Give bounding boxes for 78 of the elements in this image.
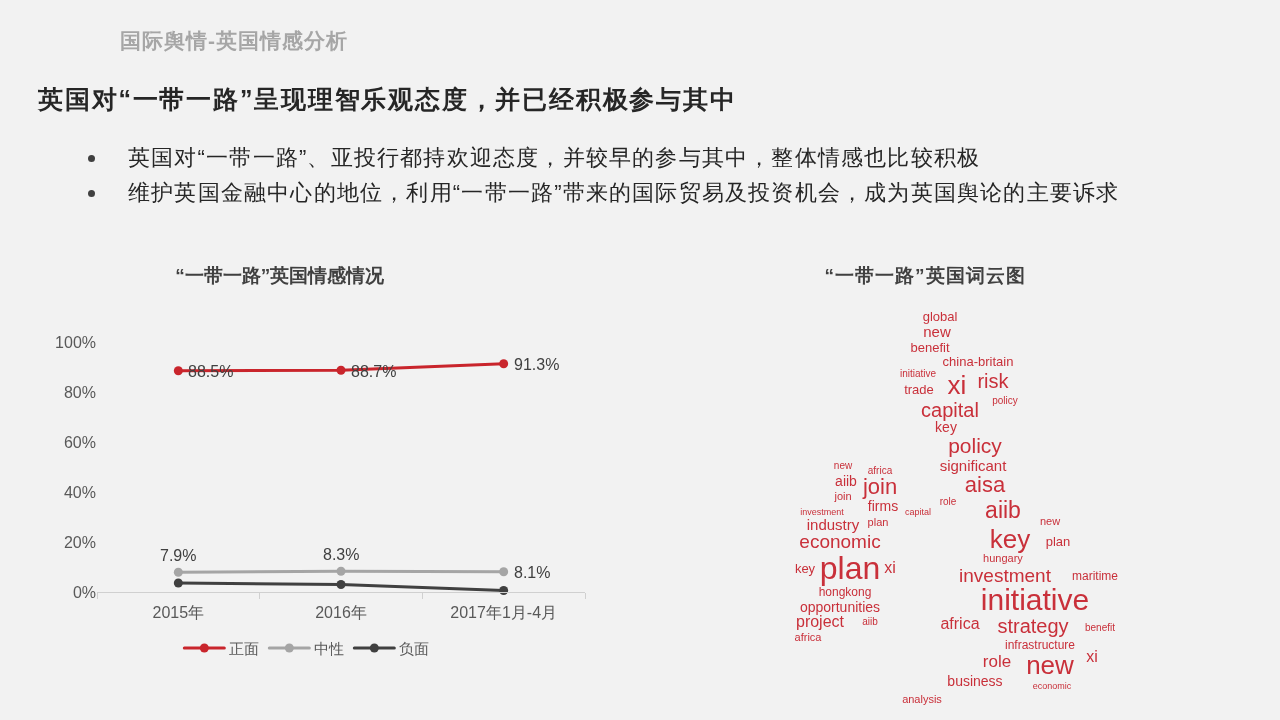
text: industry bbox=[806, 515, 860, 533]
text: initiative bbox=[980, 583, 1090, 616]
point bbox=[173, 567, 183, 577]
text: key bbox=[794, 560, 816, 576]
text: key bbox=[989, 524, 1031, 554]
point bbox=[336, 566, 346, 576]
text: 英国对“一带一路”、亚投行都持欢迎态度，并较早的参与其中，整体情感也比较积极 bbox=[128, 145, 981, 170]
text: analysis bbox=[902, 692, 942, 705]
text: africa bbox=[794, 630, 822, 643]
text: opportunities bbox=[799, 599, 881, 615]
text: role bbox=[939, 496, 957, 507]
text: infrastructure bbox=[1004, 638, 1076, 652]
x-tick-label: 2015年 bbox=[152, 604, 205, 622]
x-tick-label: 2016年 bbox=[315, 604, 367, 622]
text: africa bbox=[940, 615, 980, 632]
point bbox=[173, 578, 183, 588]
text: risk bbox=[977, 370, 1009, 392]
legend-label: 中性 bbox=[314, 639, 345, 657]
point bbox=[499, 586, 509, 595]
legend-label: 正面 bbox=[229, 639, 260, 657]
text: investment bbox=[959, 564, 1051, 586]
text: capital bbox=[921, 399, 979, 421]
data-label: 8.3% bbox=[323, 546, 360, 563]
point bbox=[173, 366, 183, 376]
point bbox=[499, 359, 509, 369]
text: project bbox=[795, 613, 844, 630]
text: benefit bbox=[910, 339, 950, 355]
text: aiib bbox=[985, 496, 1021, 523]
text: new bbox=[1039, 514, 1061, 527]
text: initiative bbox=[899, 368, 937, 379]
text: join bbox=[834, 489, 852, 502]
text: new bbox=[833, 460, 853, 471]
text: aisa bbox=[964, 472, 1006, 497]
text: role bbox=[982, 651, 1012, 671]
text: “一带一路”英国词云图 bbox=[824, 264, 1026, 286]
chart-title: “一带一路”英国情感情况 bbox=[175, 264, 386, 286]
text: aiib bbox=[862, 616, 878, 627]
legend-label: 负面 bbox=[399, 639, 430, 657]
text: significant bbox=[939, 456, 1007, 474]
text: africa bbox=[867, 465, 893, 476]
text: xi bbox=[1086, 648, 1098, 665]
text: new bbox=[1026, 650, 1074, 680]
text: plan bbox=[1045, 533, 1071, 549]
text: plan bbox=[867, 515, 889, 528]
text: strategy bbox=[997, 615, 1069, 637]
y-tick-label: 20% bbox=[63, 533, 96, 551]
text: xi bbox=[947, 370, 967, 400]
text: trade bbox=[904, 381, 934, 397]
text: policy bbox=[992, 395, 1018, 406]
text: hongkong bbox=[818, 585, 872, 599]
text: china-britain bbox=[942, 353, 1014, 369]
text: capital bbox=[904, 506, 932, 517]
y-tick-label: 0% bbox=[72, 583, 96, 601]
text: global bbox=[922, 308, 958, 324]
text: business bbox=[947, 673, 1003, 689]
y-tick-label: 100% bbox=[55, 333, 96, 351]
data-label: 8.1% bbox=[514, 564, 551, 581]
point bbox=[336, 365, 346, 375]
x-tick-label: 2017年1月-4月 bbox=[450, 604, 558, 622]
text: 国际舆情-英国情感分析 bbox=[120, 29, 348, 52]
y-tick-label: 60% bbox=[63, 433, 96, 451]
y-tick-label: 40% bbox=[63, 483, 96, 501]
text: economic bbox=[1032, 680, 1072, 691]
data-label: 91.3% bbox=[514, 356, 560, 373]
text: aiib bbox=[835, 473, 857, 489]
text: maritime bbox=[1071, 569, 1119, 583]
text: benefit bbox=[1084, 622, 1116, 633]
data-label: 7.9% bbox=[160, 547, 197, 564]
point bbox=[499, 567, 509, 577]
text: xi bbox=[884, 559, 896, 576]
text: 维护英国金融中心的地位，利用“一带一路”带来的国际贸易及投资机会，成为英国舆论的主要诉求 bbox=[128, 180, 1120, 205]
text: join bbox=[862, 474, 898, 499]
text: plan bbox=[819, 550, 881, 586]
text: firms bbox=[867, 498, 899, 514]
text: investment bbox=[800, 506, 844, 517]
text: 英国对“一带一路”呈现理智乐观态度，并已经积极参与其中 bbox=[38, 85, 737, 113]
y-tick-label: 80% bbox=[63, 383, 96, 401]
point bbox=[336, 580, 346, 589]
